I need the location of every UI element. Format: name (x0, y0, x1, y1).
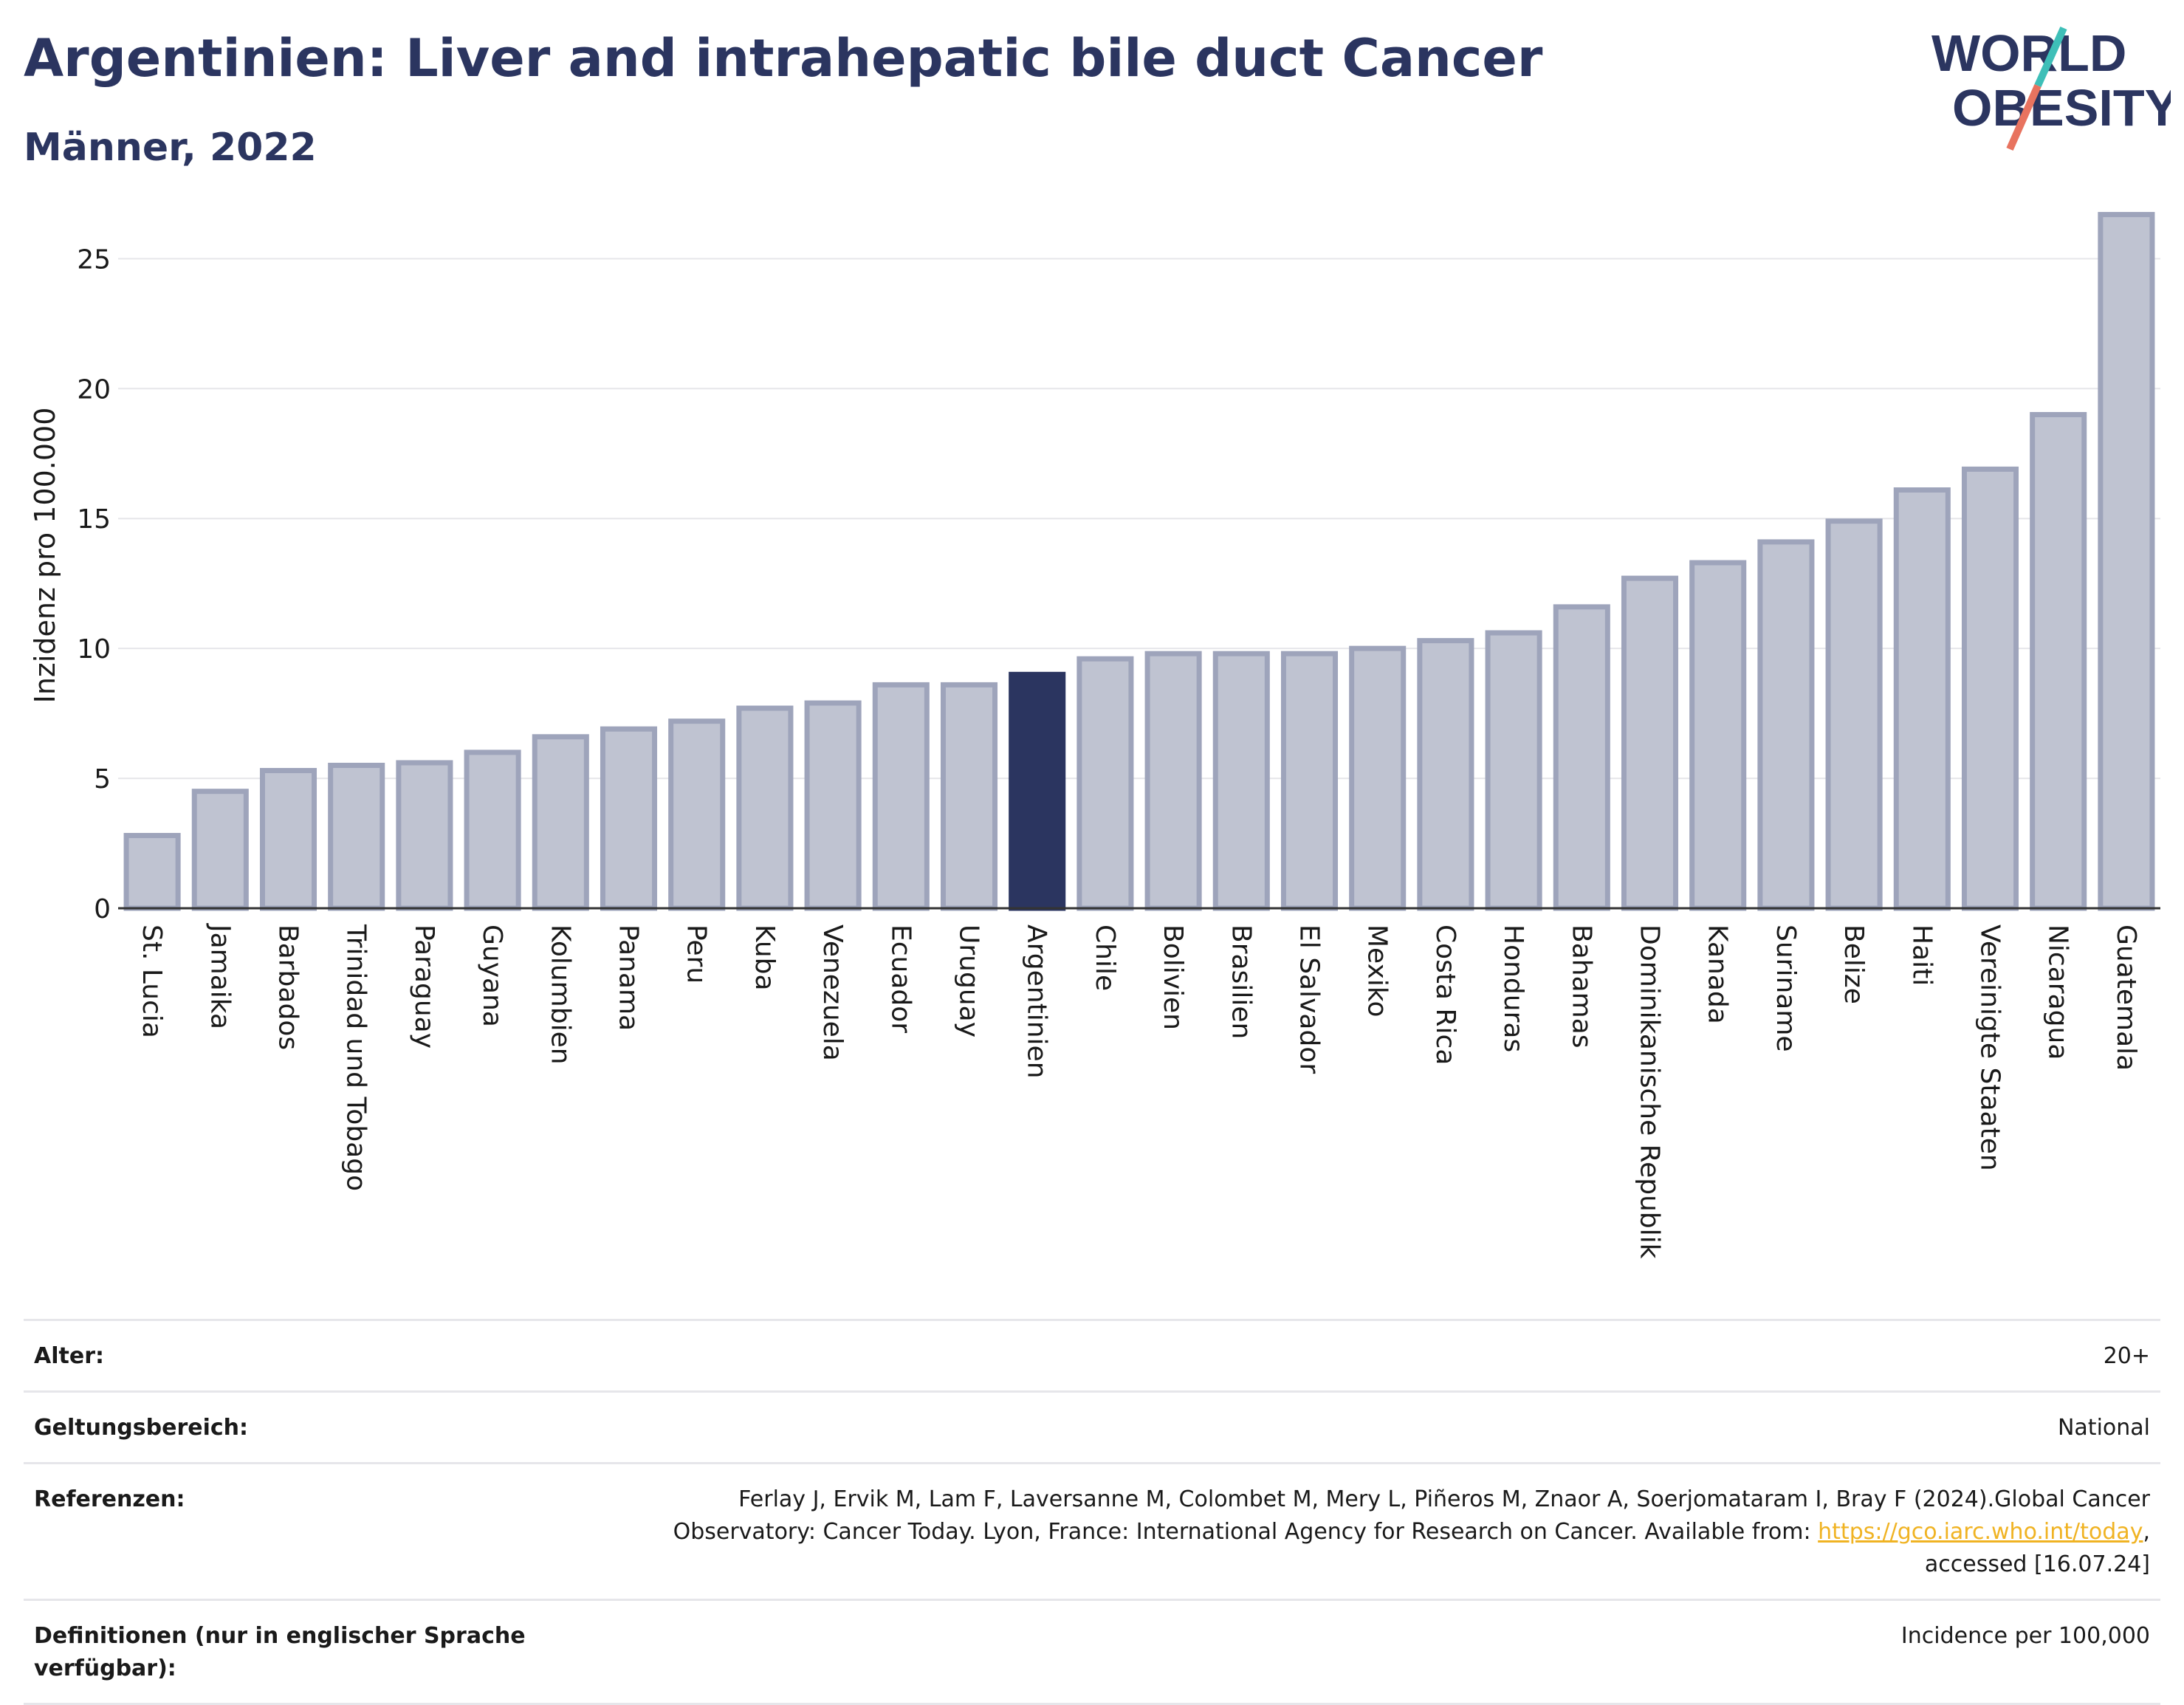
bar (259, 768, 317, 911)
bar (1621, 575, 1679, 911)
bar (1689, 560, 1747, 911)
x-tick-label: Venezuela (817, 924, 848, 1061)
x-tick-label: Costa Rica (1430, 924, 1460, 1065)
bar (1757, 539, 1815, 911)
reference-link[interactable]: https://gco.iarc.who.int/today (1818, 1519, 2143, 1545)
x-tick-label: Brasilien (1226, 924, 1256, 1039)
metadata-table: Alter: 20+ Geltungsbereich: National Ref… (24, 1319, 2160, 1705)
x-tick-label: Argentinien (1022, 924, 1052, 1079)
bar (736, 705, 794, 911)
chart-title: Argentinien: Liver and intrahepatic bile… (24, 28, 1543, 89)
meta-label: Geltungsbereich: (34, 1415, 249, 1441)
x-tick-label: Ecuador (885, 924, 916, 1033)
bar (396, 760, 453, 911)
bar-chart: 0 5 10 15 20 25 Inzidenz pro 100.000 St. Luci… (29, 212, 2160, 1259)
x-tick-label: Mexiko (1362, 924, 1393, 1017)
meta-label: Definitionen (nur in englischer Sprache … (34, 1623, 526, 1681)
chart-subtitle: Männer, 2022 (24, 126, 317, 170)
meta-label: Alter: (34, 1343, 104, 1369)
y-tick-label: 15 (77, 504, 111, 535)
x-tick-label: Guyana (477, 924, 507, 1027)
meta-label: Referenzen: (34, 1486, 185, 1512)
reference-text: Ferlay J, Ervik M, Lam F, Laversanne M, … (673, 1486, 2150, 1545)
meta-row-scope: Geltungsbereich: National (24, 1390, 2160, 1462)
y-tick-label: 25 (77, 244, 111, 275)
gridlines (118, 258, 2160, 780)
meta-value: 20+ (2103, 1343, 2150, 1369)
bar (1280, 651, 1339, 911)
bar (1961, 466, 2019, 911)
logo-slash-red (2006, 83, 2042, 151)
logo-text-world: WORLD (1931, 24, 2126, 82)
bar (464, 749, 521, 911)
bar (123, 832, 181, 911)
x-axis-labels: St. Lucia Jamaika Barbados Trinidad und Tob… (137, 923, 2141, 1259)
bars (123, 212, 2155, 911)
bar (872, 682, 930, 911)
y-tick-label: 0 (94, 894, 111, 924)
y-tick-label: 5 (94, 764, 111, 795)
x-tick-label: Barbados (273, 924, 303, 1050)
x-tick-label: Uruguay (954, 924, 984, 1037)
logo-slash-teal (2034, 26, 2067, 88)
bar (1553, 604, 1610, 911)
y-axis-ticks: 0 5 10 15 20 25 (77, 244, 111, 924)
meta-row-definitions: Definitionen (nur in englischer Sprache … (24, 1599, 2160, 1705)
bar (804, 700, 862, 911)
bar (1485, 630, 1542, 911)
meta-value: National (2057, 1415, 2150, 1441)
x-tick-label: Guatemala (2111, 924, 2141, 1071)
bar (1144, 651, 1202, 911)
bar (1212, 651, 1270, 911)
bar (1009, 671, 1066, 911)
y-axis-label: Inzidenz pro 100.000 (29, 408, 61, 704)
bar (2030, 411, 2087, 911)
x-tick-label: Trinidad und Tobago (341, 924, 371, 1191)
x-tick-label: St. Lucia (137, 924, 167, 1038)
meta-row-references: Referenzen: Ferlay J, Ervik M, Lam F, La… (24, 1462, 2160, 1599)
bar (1076, 656, 1134, 911)
x-tick-label: Dominikanische Republik (1635, 924, 1665, 1259)
x-tick-label: Paraguay (409, 924, 439, 1049)
bar (328, 762, 385, 911)
x-tick-label: Honduras (1498, 924, 1528, 1052)
meta-row-age: Alter: 20+ (24, 1319, 2160, 1390)
bar (191, 789, 249, 911)
x-tick-label: Haiti (1906, 924, 1937, 986)
x-tick-label: Jamaika (205, 923, 235, 1029)
x-tick-label: Kuba (749, 924, 780, 991)
x-tick-label: Belize (1838, 924, 1869, 1004)
world-obesity-logo: WORLD OBESITY (1931, 24, 2171, 151)
bar (1417, 638, 1474, 911)
logo-text-obesity: OBESITY (1952, 79, 2171, 137)
x-tick-label: Bolivien (1158, 924, 1188, 1030)
bar (668, 718, 726, 911)
bar (940, 682, 998, 911)
y-tick-label: 20 (77, 374, 111, 405)
x-tick-label: Kanada (1703, 924, 1733, 1024)
reference-accessed: , accessed [16.07.24] (1924, 1519, 2150, 1577)
y-tick-label: 10 (77, 634, 111, 665)
meta-value: Incidence per 100,000 (1900, 1623, 2150, 1649)
bar (532, 734, 589, 911)
bar (1825, 518, 1883, 911)
bar (1349, 645, 1407, 911)
x-tick-label: El Salvador (1294, 924, 1325, 1074)
x-tick-label: Panama (614, 924, 644, 1031)
bar (2098, 212, 2155, 911)
x-tick-label: Kolumbien (545, 924, 575, 1065)
bar (1893, 487, 1951, 911)
x-tick-label: Nicaragua (2043, 924, 2073, 1060)
x-tick-label: Peru (681, 924, 712, 984)
x-tick-label: Bahamas (1566, 924, 1596, 1049)
meta-value: Ferlay J, Ervik M, Lam F, Laversanne M, … (600, 1483, 2150, 1581)
bar (600, 726, 658, 911)
x-tick-label: Chile (1090, 924, 1120, 991)
x-tick-label: Vereinigte Staaten (1975, 924, 2005, 1171)
x-tick-label: Suriname (1771, 924, 1801, 1052)
